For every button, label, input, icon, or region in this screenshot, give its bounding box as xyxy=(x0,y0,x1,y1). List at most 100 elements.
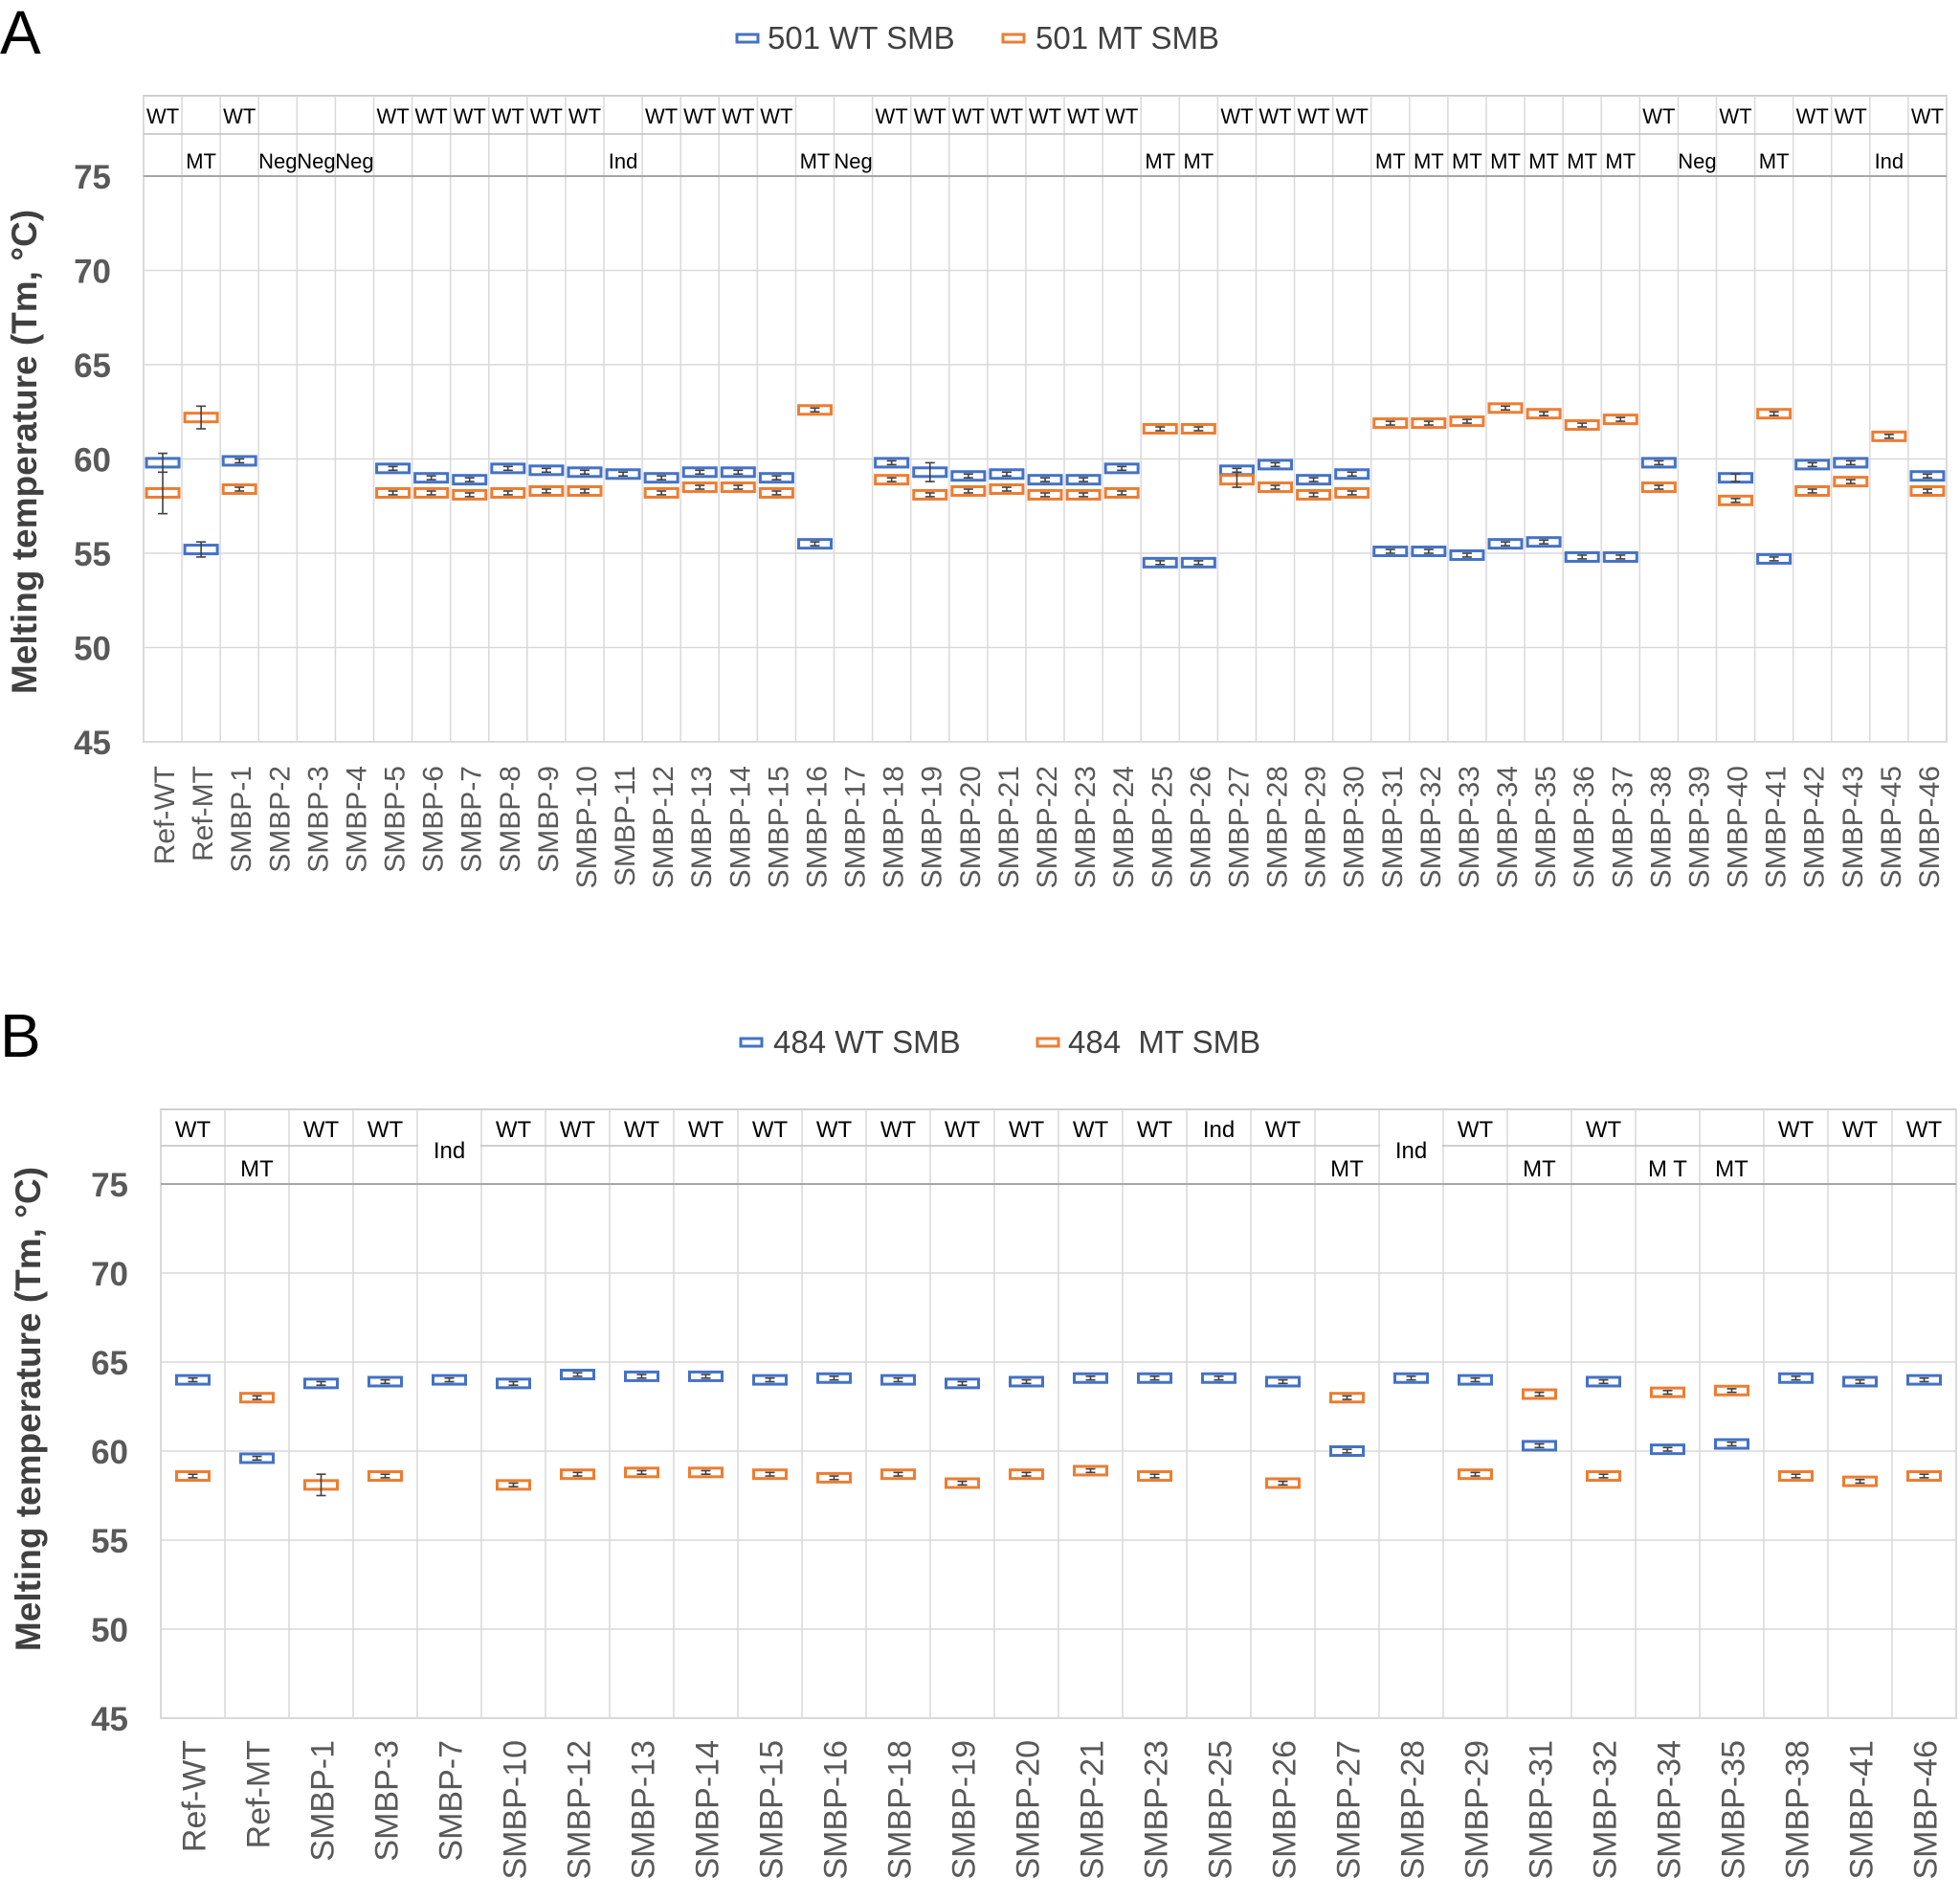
x-tick-label-SMBP-46: SMBP-46 xyxy=(1908,1740,1945,1880)
mark-501-mt-smb-SMBP-33 xyxy=(1449,415,1485,428)
mark-501-mt-smb-SMBP-37 xyxy=(1602,414,1638,426)
call-cell-SMBP-41-top: WT xyxy=(1842,1117,1879,1143)
mark-501-wt-smb-SMBP-20 xyxy=(950,470,987,482)
panel-a-legend: 501 WT SMB 501 MT SMB xyxy=(735,20,1219,56)
call-cell-SMBP-15-top: WT xyxy=(760,104,792,128)
legend-label-501-wt: 501 WT SMB xyxy=(768,20,955,56)
call-cell-SMBP-33-bottom: MT xyxy=(1452,149,1482,173)
call-cell-SMBP-14-top: WT xyxy=(722,104,754,128)
call-cell-SMBP-1-top: WT xyxy=(303,1117,340,1143)
mark-484-mt-smb-SMBP-35 xyxy=(1714,1384,1749,1397)
mark-501-wt-smb-SMBP-35 xyxy=(1526,536,1562,548)
mark-484-mt-smb-SMBP-3 xyxy=(368,1470,403,1483)
legend-swatch-484-wt xyxy=(739,1037,764,1048)
legend-swatch-501-mt xyxy=(1001,33,1026,44)
x-tick-label-SMBP-5: SMBP-5 xyxy=(380,766,412,873)
mark-501-wt-smb-SMBP-36 xyxy=(1564,550,1600,563)
call-cell-SMBP-21-top: WT xyxy=(991,104,1023,128)
mark-501-wt-smb-SMBP-32 xyxy=(1411,546,1447,558)
x-tick-label-SMBP-40: SMBP-40 xyxy=(1723,766,1754,888)
call-cell-SMBP-31-bottom: MT xyxy=(1523,1156,1556,1182)
mark-501-mt-smb-SMBP-36 xyxy=(1564,419,1600,432)
y-tick-label-70: 70 xyxy=(74,254,111,291)
x-tick-label-SMBP-7: SMBP-7 xyxy=(434,1740,470,1862)
mark-484-wt-smb-SMBP-15 xyxy=(752,1374,788,1386)
mark-484-wt-smb-SMBP-41 xyxy=(1842,1375,1878,1388)
call-cell-SMBP-18-top: WT xyxy=(880,1117,917,1143)
x-tick-label-SMBP-45: SMBP-45 xyxy=(1876,766,1907,888)
legend-label-484-mt: 484 MT SMB xyxy=(1068,1024,1260,1060)
call-cell-SMBP-36-bottom: MT xyxy=(1567,149,1597,173)
mark-484-mt-smb-SMBP-34 xyxy=(1650,1386,1685,1398)
x-tick-label-SMBP-29: SMBP-29 xyxy=(1301,766,1332,888)
mark-484-wt-smb-SMBP-7 xyxy=(432,1374,467,1386)
mark-501-mt-smb-SMBP-12 xyxy=(643,486,679,499)
x-tick-label-SMBP-10: SMBP-10 xyxy=(498,1740,534,1880)
panel-b-label: B xyxy=(0,1001,41,1070)
x-tick-label-SMBP-35: SMBP-35 xyxy=(1716,1740,1752,1880)
x-tick-label-SMBP-22: SMBP-22 xyxy=(1032,766,1063,888)
call-cell-SMBP-25-top: Ind xyxy=(1203,1117,1235,1143)
legend-swatch-484-mt xyxy=(1036,1037,1060,1048)
call-cell-SMBP-8-top: WT xyxy=(492,104,524,128)
x-tick-label-Ref-WT: Ref-WT xyxy=(149,766,181,864)
mark-501-mt-smb-SMBP-40 xyxy=(1718,494,1754,506)
call-cell-SMBP-12-top: WT xyxy=(645,104,678,128)
mark-501-wt-smb-Ref-MT xyxy=(183,541,219,558)
mark-501-mt-smb-SMBP-7 xyxy=(452,488,488,501)
panel-a: A 501 WT SMB 501 MT SMB Melting temperat… xyxy=(0,0,1948,888)
call-cell-SMBP-15-top: WT xyxy=(752,1117,789,1143)
call-cell-SMBP-20-top: WT xyxy=(1009,1117,1045,1143)
call-cell-SMBP-39-bottom: Neg xyxy=(1678,149,1716,173)
x-tick-label-SMBP-9: SMBP-9 xyxy=(533,766,565,873)
mark-501-mt-smb-SMBP-34 xyxy=(1487,402,1524,414)
mark-484-wt-smb-SMBP-1 xyxy=(303,1377,339,1390)
mark-484-mt-smb-SMBP-41 xyxy=(1842,1475,1878,1487)
mark-484-wt-smb-Ref-WT xyxy=(175,1374,211,1386)
mark-484-mt-smb-SMBP-18 xyxy=(880,1468,916,1481)
mark-501-wt-smb-SMBP-1 xyxy=(221,455,257,467)
mark-501-wt-smb-SMBP-6 xyxy=(413,472,450,484)
mark-484-wt-smb-SMBP-31 xyxy=(1522,1440,1557,1452)
mark-501-wt-smb-SMBP-26 xyxy=(1180,556,1216,569)
mark-484-wt-smb-SMBP-21 xyxy=(1073,1372,1108,1384)
mark-501-wt-smb-SMBP-33 xyxy=(1449,548,1485,561)
mark-501-mt-smb-SMBP-45 xyxy=(1871,430,1907,442)
call-cell-SMBP-26-bottom: MT xyxy=(1183,149,1214,173)
x-tick-label-SMBP-27: SMBP-27 xyxy=(1331,1740,1368,1880)
call-cell-SMBP-28-top: WT xyxy=(1258,104,1291,128)
panel-b-x-axis-ticks: Ref-WT Ref-MT SMBP-1 SMBP-3 SMBP-7 SMBP-10 SMB… xyxy=(177,1740,1945,1880)
x-tick-label-SMBP-26: SMBP-26 xyxy=(1267,1740,1303,1880)
call-cell-SMBP-5-top: WT xyxy=(376,104,409,128)
call-cell-SMBP-10-top: WT xyxy=(568,104,601,128)
call-cell-SMBP-27-top: WT xyxy=(1220,104,1253,128)
mark-501-mt-smb-SMBP-5 xyxy=(375,486,412,499)
y-tick-label-70: 70 xyxy=(91,1256,128,1293)
call-cell-SMBP-22-top: WT xyxy=(1029,104,1061,128)
call-cell-SMBP-6-top: WT xyxy=(415,104,448,128)
mark-501-mt-smb-SMBP-32 xyxy=(1411,417,1447,430)
call-cell-SMBP-9-top: WT xyxy=(530,104,563,128)
x-tick-label-SMBP-34: SMBP-34 xyxy=(1652,1740,1688,1880)
x-tick-label-SMBP-31: SMBP-31 xyxy=(1377,766,1409,888)
panel-b-y-axis-title: Melting temperature (Tm, °C) xyxy=(9,1167,48,1651)
mark-484-mt-smb-SMBP-23 xyxy=(1137,1470,1172,1483)
call-cell-SMBP-18-top: WT xyxy=(876,104,908,128)
x-tick-label-Ref-MT: Ref-MT xyxy=(241,1740,278,1848)
x-tick-label-SMBP-21: SMBP-21 xyxy=(1075,1740,1111,1880)
x-tick-label-SMBP-27: SMBP-27 xyxy=(1223,766,1255,888)
call-cell-Ref-WT-top: WT xyxy=(146,104,179,128)
call-cell-SMBP-24-top: WT xyxy=(1105,104,1138,128)
y-tick-label-75: 75 xyxy=(74,159,111,196)
mark-501-wt-smb-SMBP-22 xyxy=(1027,474,1063,486)
x-tick-label-SMBP-8: SMBP-8 xyxy=(495,766,526,873)
call-cell-SMBP-43-top: WT xyxy=(1835,104,1867,128)
mark-501-mt-smb-SMBP-15 xyxy=(758,486,794,499)
call-cell-SMBP-19-top: WT xyxy=(914,104,947,128)
x-tick-label-SMBP-3: SMBP-3 xyxy=(302,766,334,873)
mark-484-wt-smb-SMBP-35 xyxy=(1714,1438,1749,1450)
x-tick-label-SMBP-18: SMBP-18 xyxy=(882,1740,919,1880)
mark-501-mt-smb-SMBP-43 xyxy=(1833,476,1869,488)
call-cell-SMBP-7-top: WT xyxy=(454,104,486,128)
mark-484-mt-smb-SMBP-46 xyxy=(1906,1470,1942,1483)
